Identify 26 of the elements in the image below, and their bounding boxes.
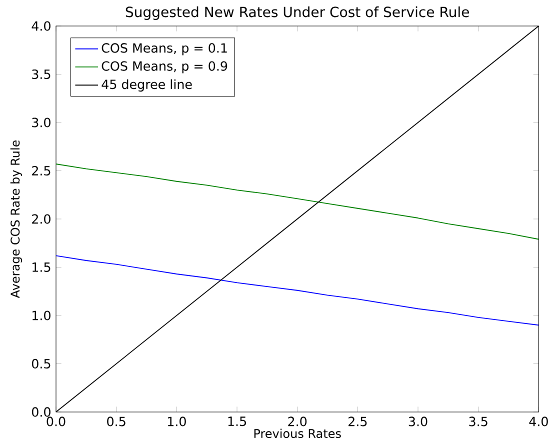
line-series [56, 255, 539, 326]
legend-label: COS Means, p = 0.1 [102, 43, 227, 56]
y-tick-label: 3.0 [32, 118, 50, 128]
legend-label: 45 degree line [102, 79, 192, 92]
x-tick-label: 3.0 [408, 416, 428, 426]
y-tick-label: 1.0 [32, 310, 50, 320]
y-tick-label: 4.0 [32, 21, 50, 31]
y-tick-label: 1.5 [32, 262, 50, 272]
x-tick-label: 2.0 [288, 416, 307, 426]
y-tick-label: 0.0 [32, 407, 50, 417]
y-axis-title: Average COS Rate by Rule [10, 140, 22, 298]
x-tick-label: 0.5 [107, 416, 126, 426]
y-tick-label: 2.5 [32, 166, 50, 176]
line-series [56, 164, 539, 240]
x-tick-label: 1.0 [168, 416, 186, 426]
x-tick-label: 1.5 [228, 416, 246, 426]
x-tick-label: 0.0 [46, 416, 66, 426]
y-tick-label: 0.5 [32, 358, 50, 369]
x-tick-label: 2.5 [348, 416, 367, 426]
x-tick-label: 4.0 [529, 416, 548, 426]
x-tick-label: 3.5 [469, 416, 488, 426]
chart-title: Suggested New Rates Under Cost of Service Rule [126, 6, 469, 20]
legend-label: COS Means, p = 0.9 [102, 61, 228, 74]
y-tick-label: 3.5 [32, 69, 50, 80]
y-tick-label: 2.0 [32, 214, 50, 224]
x-axis-title: Previous Rates [254, 428, 341, 438]
